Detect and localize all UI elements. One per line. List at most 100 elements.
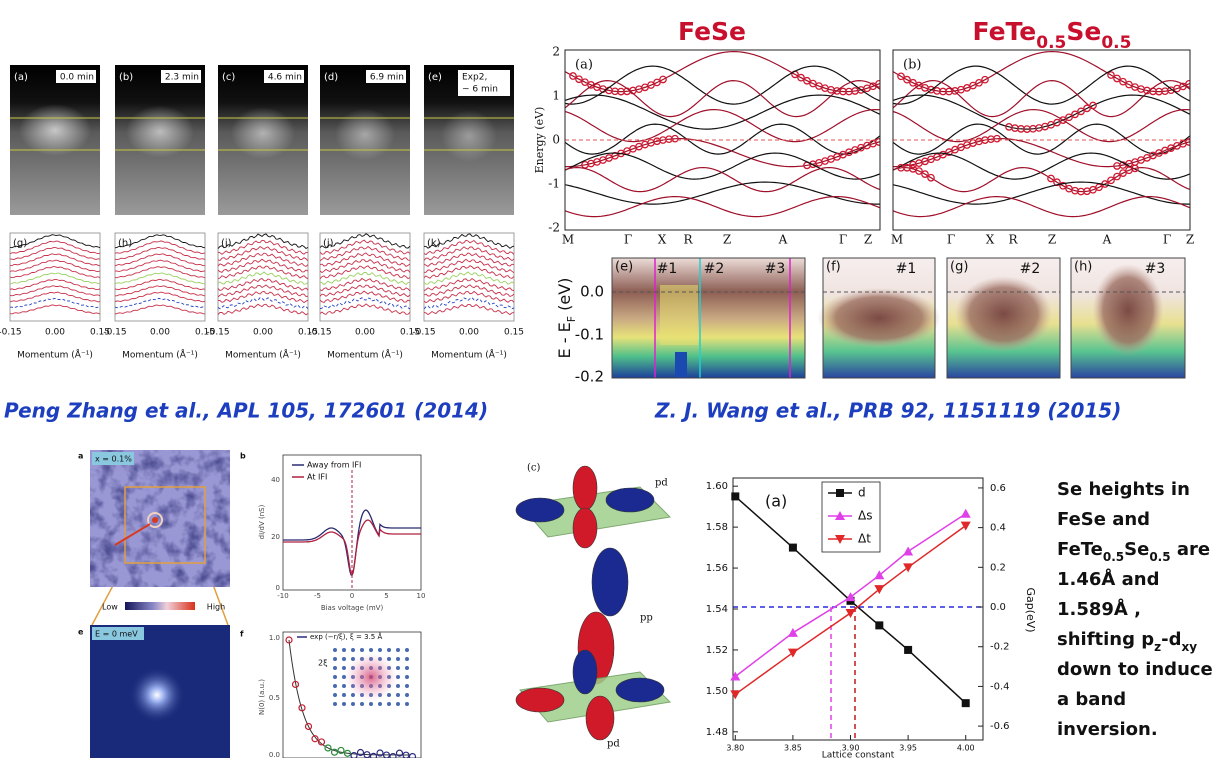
text-run: -d [1161,629,1181,650]
legend-label: Δt [858,532,871,546]
time-box [56,70,96,83]
label: Γ [1163,233,1171,247]
mdc-curve [217,271,309,285]
text-run: Se [1124,539,1149,560]
ldos-point [285,636,293,644]
ldos-point [389,752,397,758]
band-curve [893,181,1190,205]
label: R [683,233,693,247]
label: 6.9 min [370,73,404,83]
label: pp [640,613,653,624]
mdc-curve [114,246,206,261]
orbital-lobe [615,677,665,703]
mdc-curve [423,246,515,262]
lattice-dot [369,648,373,652]
band-weight [1131,164,1139,173]
text-run: down to induce [1057,659,1213,680]
y-tick-label: 1.56 [706,563,728,574]
arpes-band [231,107,295,159]
label: R [1008,233,1018,247]
x-tick-label: 3.80 [726,744,744,753]
orbital-lobe [515,687,565,713]
lattice-dot [342,675,346,679]
mdc-curve [9,246,101,260]
label: Z [723,233,731,247]
frame [892,49,1191,231]
band-weight [671,134,679,143]
lattice-dot [396,675,400,679]
label: a [78,452,83,461]
zoom-box [124,486,206,564]
mdc-curve [114,278,206,291]
label: Z [1048,233,1056,247]
label: Energy (eV) [533,107,546,174]
citation: Z. J. Wang et al., PRB 92, 1151119 (2015… [654,399,1121,423]
frame [611,257,806,379]
label: 0.00 [459,328,479,338]
mdc-curve [319,252,411,267]
label: E = 0 meV [95,630,138,639]
bound-state [129,667,185,723]
lattice-dot [360,702,364,706]
label: 0.00 [45,328,65,338]
defect [147,512,163,528]
label: 0 [350,592,354,600]
subscript: z [1154,640,1161,654]
label: High [207,603,225,612]
panel-label: (a) [765,492,787,511]
label: Away from IFI [307,461,361,470]
band-weight [581,78,589,87]
stm-texture [90,450,230,587]
lattice-dot [333,684,337,688]
mdc-curve [319,233,411,249]
label: 0.0 [580,283,604,301]
mdc-curve [424,258,515,274]
note-line: 1.46Å and [1057,567,1159,590]
arpes-artifact [660,285,698,345]
mdc-curve [319,271,411,286]
label: (k) [427,238,441,249]
mdc-curve [9,266,101,279]
y-tick-label: 1.58 [706,522,728,533]
lattice-dot [342,702,346,706]
label: (j) [323,238,334,249]
label: X [986,233,995,247]
band-curve [893,137,1190,168]
band-weight [569,72,577,80]
mdc-curve [423,252,515,267]
ldos-point [395,749,404,757]
label: Low [102,603,118,612]
band-weight [1113,74,1121,83]
orbital-lobe [591,547,629,617]
mdc-curve [115,285,206,297]
mdc-curve [114,253,206,267]
lattice-dot [378,702,382,706]
label: ~ 6 min [462,85,498,95]
note-line: inversion. [1057,719,1158,740]
label: exp (−r/ξ), ξ = 3.5 Å [310,632,382,641]
y-tick-label: 1.52 [706,645,728,656]
mdc-curve [9,298,101,309]
mdc-curve [217,297,309,310]
label: x = 0.1% [95,455,132,464]
lattice-dot [342,693,346,697]
label: (e) [428,72,442,83]
arpes-dome [1092,264,1164,356]
mdc-curve [217,252,309,268]
mdc-curve [9,234,101,249]
impurity-glow [345,653,397,701]
ldos-point [343,749,352,757]
y2-tick-label: 0.4 [990,523,1006,534]
ldos-point [382,751,391,758]
note-line: down to induce [1057,659,1213,680]
band-weight [1065,113,1073,122]
lattice-dot [360,648,364,652]
label: -0.15 [308,328,331,338]
ldos-point [298,704,306,712]
colorbar [125,602,195,610]
band-weight [975,78,983,87]
y-tick-label: 1.60 [706,481,728,492]
label: (a) [14,72,28,83]
band-curve [565,166,880,193]
band-curve [565,123,880,155]
